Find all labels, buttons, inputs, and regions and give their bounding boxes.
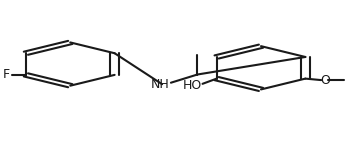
Text: O: O — [320, 74, 330, 87]
Text: F: F — [3, 68, 10, 81]
Text: NH: NH — [151, 78, 170, 92]
Text: HO: HO — [182, 79, 201, 92]
